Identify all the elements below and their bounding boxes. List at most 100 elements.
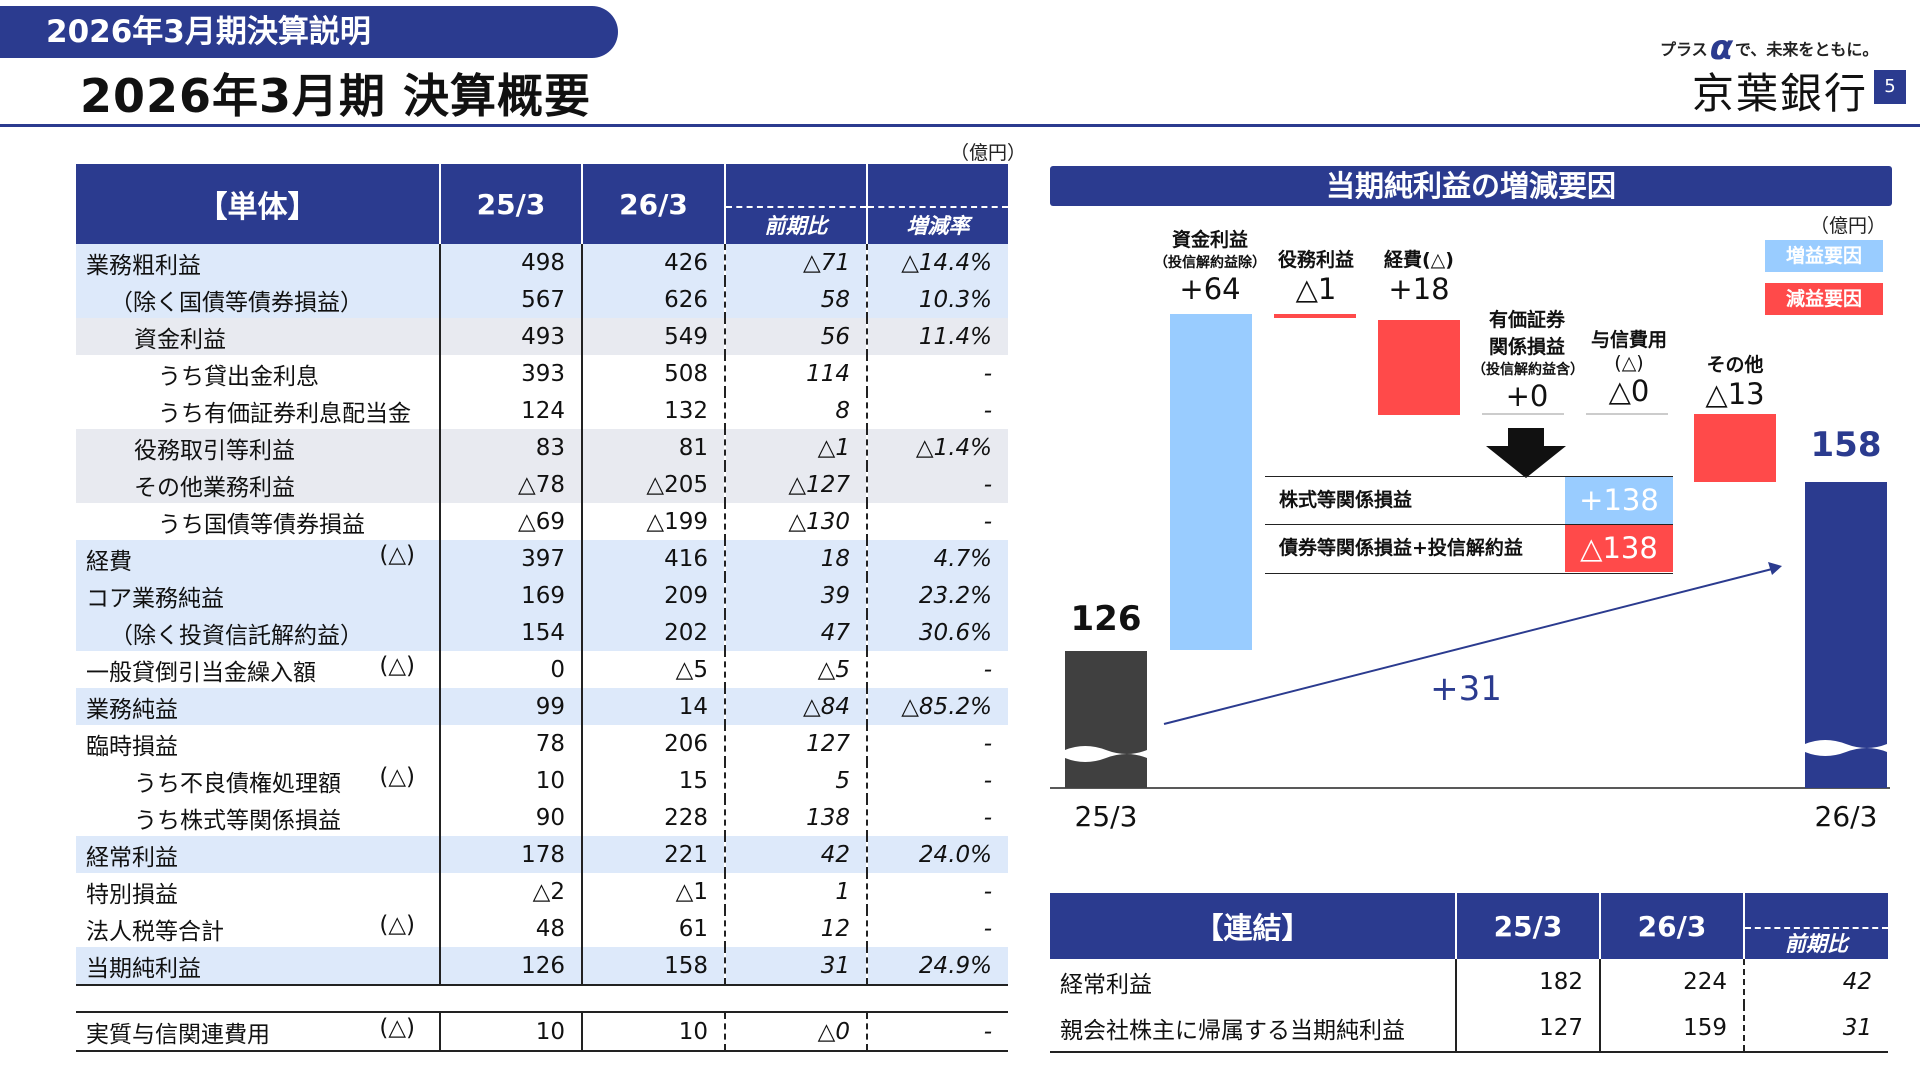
- cell-26: 14: [582, 688, 726, 725]
- table-row: 臨時損益 78 206 127 -: [76, 725, 1008, 762]
- bar-factor-fees: [1274, 314, 1356, 318]
- row-label: （除く投資信託解約益）: [76, 614, 441, 651]
- row-label-text: 一般貸倒引当金繰入額: [86, 659, 316, 686]
- cell-26: 626: [582, 281, 726, 318]
- table-header-diff-cell: 前期比: [725, 164, 868, 244]
- cell-diff: △130: [725, 503, 868, 540]
- factor-name-line1: 与信費用: [1590, 329, 1667, 351]
- bar-factor-expenses: [1378, 320, 1460, 415]
- table-row: その他業務利益 △78 △205 △127-: [76, 466, 1008, 503]
- factor-label-4: 与信費用 (△) △0: [1588, 325, 1670, 408]
- cell-26: △205: [582, 466, 726, 503]
- cell-25: △2: [440, 873, 583, 910]
- row-label: 臨時損益: [76, 725, 441, 762]
- bar-break-start: [1065, 746, 1147, 762]
- cell-rate: 23.2%: [867, 577, 1008, 614]
- cell-25: 154: [440, 614, 583, 651]
- cell-25: 169: [440, 577, 583, 614]
- growth-arrow-line: [1163, 567, 1777, 725]
- cell-26: △1: [582, 873, 726, 910]
- factor-name-line1: 有価証券: [1488, 309, 1565, 331]
- cell-rate: 11.4%: [867, 318, 1008, 355]
- table-header-rate: 増減率: [868, 206, 1008, 244]
- cell-diff: 31: [1842, 1015, 1872, 1041]
- table-row: うち株式等関係損益 90 228 138 -: [76, 799, 1008, 836]
- row-suffix: (△): [379, 541, 415, 568]
- cell-rate: -: [983, 804, 992, 831]
- row-label: うち株式等関係損益: [76, 799, 441, 836]
- cell-25: 0: [440, 651, 583, 688]
- cons-header-diff: 前期比: [1745, 927, 1888, 959]
- factor-note: （投信解約益含）: [1472, 362, 1584, 378]
- cell-25: 83: [440, 429, 583, 466]
- row-label-text: その他業務利益: [134, 474, 295, 501]
- chart-unit-label: （億円）: [1810, 215, 1887, 237]
- credit-cost-table: 実質与信関連費用 (△) 10 10 △0 -: [76, 1011, 1008, 1052]
- factor-note: （投信解約益除）: [1154, 255, 1266, 271]
- row-label: うち貸出金利息: [76, 355, 441, 392]
- cell-26: 508: [582, 355, 726, 392]
- cell-diff: 12: [725, 910, 868, 947]
- cell-diff: 18: [725, 540, 868, 577]
- table-row: 一般貸倒引当金繰入額 (△) 0 △5 △5-: [76, 651, 1008, 688]
- bar-end: [1805, 482, 1887, 788]
- cell-25: 182: [1456, 959, 1601, 1005]
- factor-label-0: 資金利益 （投信解約益除） +64: [1150, 225, 1270, 306]
- row-label-text: コア業務純益: [86, 585, 224, 612]
- cell-diff: △1: [725, 429, 868, 466]
- factor-label-3: 有価証券 関係損益 （投信解約益含） +0: [1472, 305, 1584, 413]
- table-row: 役務取引等利益 83 81 △1 △1.4%: [76, 429, 1008, 466]
- row-label: 法人税等合計 (△): [76, 910, 441, 947]
- row-label: うち国債等債券損益: [76, 503, 441, 540]
- cell-diff: △5: [725, 651, 868, 688]
- down-arrow-icon: [1486, 428, 1566, 478]
- table-row: うち貸出金利息 393 508 114 -: [76, 355, 1008, 392]
- table-header-rate-cell: 増減率: [867, 164, 1008, 244]
- cell-rate: -: [983, 915, 992, 942]
- cell-rate: △1.4%: [867, 429, 1008, 466]
- chart-title: 当期純利益の増減要因: [1050, 166, 1892, 206]
- row-suffix: (△): [379, 1014, 415, 1041]
- table-row: 資金利益 493 549 56 11.4%: [76, 318, 1008, 355]
- row-label: 経費 (△): [76, 540, 441, 577]
- cell-25: 393: [440, 355, 583, 392]
- cell-25: 78: [440, 725, 583, 762]
- row-label: コア業務純益: [76, 577, 441, 614]
- table-row: （除く国債等債券損益） 567 626 58 10.3%: [76, 281, 1008, 318]
- cell-25: 10: [440, 1012, 583, 1051]
- cell-diff: 138: [725, 799, 868, 836]
- factor-value: △13: [1705, 377, 1765, 411]
- end-axis-label: 26/3: [1815, 800, 1878, 833]
- cell-rate: 24.9%: [867, 947, 1008, 985]
- bar-start: [1065, 651, 1147, 788]
- cons-header-diff-cell: 前期比: [1744, 893, 1888, 959]
- table-row: 法人税等合計 (△) 48 61 12 -: [76, 910, 1008, 947]
- bar-break-end: [1805, 740, 1887, 756]
- factor-value: +64: [1179, 272, 1241, 306]
- table-row: 親会社株主に帰属する当期純利益 127 159 31: [1050, 1005, 1888, 1052]
- cell-25: 124: [440, 392, 583, 429]
- table-header-26: 26/3: [582, 164, 726, 244]
- cell-25: △69: [440, 503, 583, 540]
- cell-diff: △71: [725, 244, 868, 281]
- cell-rate: 4.7%: [867, 540, 1008, 577]
- cell-diff: 8: [725, 392, 868, 429]
- cell-26: △5: [582, 651, 726, 688]
- table-row: うち不良債権処理額 (△) 10 15 5 -: [76, 762, 1008, 799]
- cell-diff: 42: [725, 836, 868, 873]
- row-label: 特別損益: [76, 873, 441, 910]
- cell-rate: -: [983, 878, 992, 905]
- row-label-text: うち株式等関係損益: [134, 807, 341, 834]
- breakdown-label: 株式等関係損益: [1279, 489, 1413, 511]
- cell-26: 206: [582, 725, 726, 762]
- breakdown-row: 株式等関係損益 +138: [1265, 477, 1673, 525]
- row-label-text: 当期純利益: [86, 955, 201, 982]
- row-label: 業務純益: [76, 688, 441, 725]
- cell-26: 61: [582, 910, 726, 947]
- start-value: 126: [1071, 599, 1142, 639]
- row-label: （除く国債等債券損益）: [76, 281, 441, 318]
- cell-rate: 30.6%: [867, 614, 1008, 651]
- factor-value: +0: [1505, 379, 1549, 413]
- table-row: 実質与信関連費用 (△) 10 10 △0 -: [76, 1012, 1008, 1051]
- row-label: 役務取引等利益: [76, 429, 441, 466]
